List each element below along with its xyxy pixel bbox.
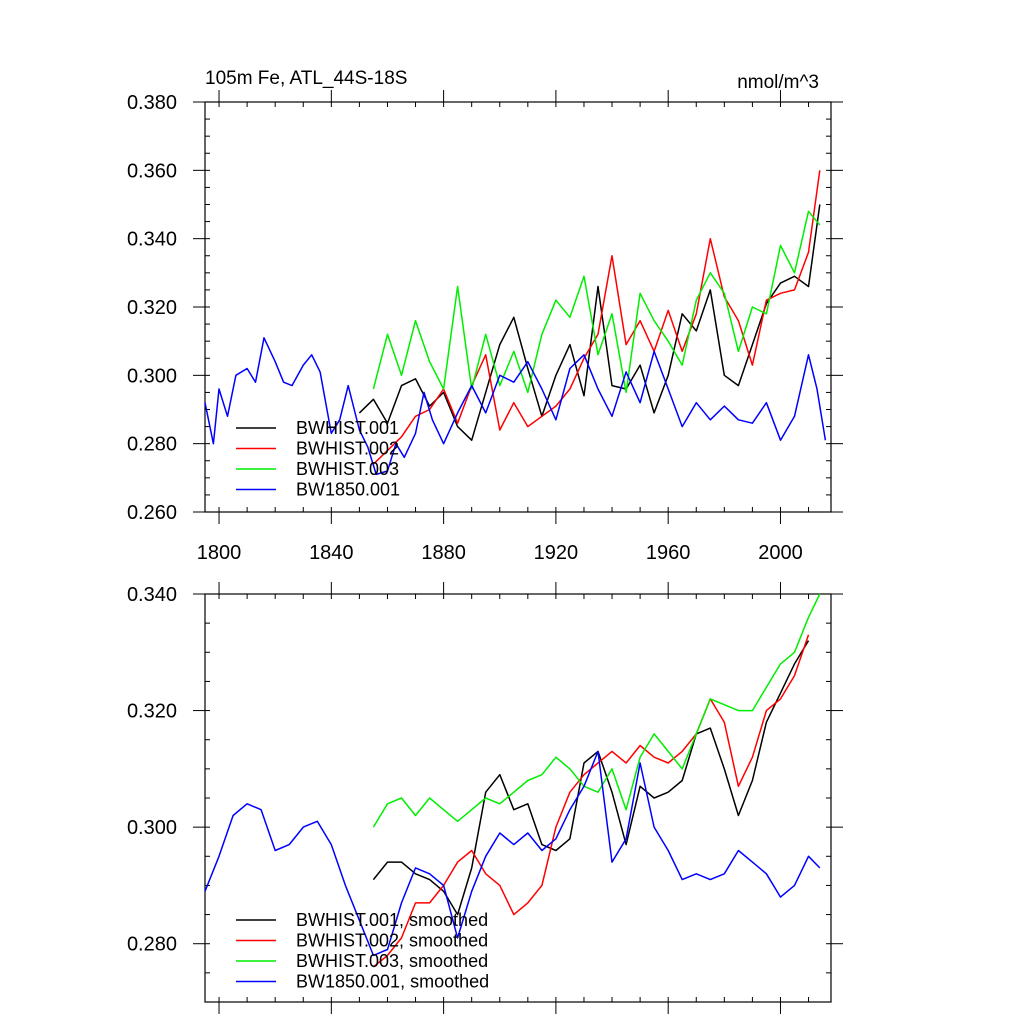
top-legend-label-3: BWHIST.003 (296, 459, 399, 479)
bottom-panel: 0.280 0.300 0.320 0.340 BWHIST.001, smoothe… (127, 582, 843, 1014)
top-series-line-2 (372, 170, 821, 465)
bottom-y-tick-label: 0.320 (127, 701, 177, 723)
bottom-legend-label-1: BWHIST.001, smoothed (296, 910, 488, 930)
bottom-legend-label-4: BW1850.001, smoothed (296, 972, 489, 992)
top-chart-title: 105m Fe, ATL_44S-18S (205, 68, 407, 89)
top-y-tick-label: 0.320 (127, 297, 177, 319)
bottom-series-line-3 (372, 593, 821, 828)
top-panel: 105m Fe, ATL_44S-18S nmol/m^3 1800 1840 18… (127, 68, 843, 564)
top-axes: 1800 1840 1880 1920 1960 2000 0.260 0.280 0.300 0… (127, 90, 843, 564)
top-x-tick-label: 1880 (421, 542, 466, 564)
bottom-y-tick-label: 0.300 (127, 817, 177, 839)
top-legend-label-1: BWHIST.001 (296, 418, 399, 438)
top-y-tick-label: 0.340 (127, 229, 177, 251)
bottom-legend-label-2: BWHIST.002, smoothed (296, 931, 488, 951)
top-y-tick-label: 0.360 (127, 160, 177, 182)
bottom-series-line-4 (204, 750, 821, 957)
top-x-tick-label: 1840 (309, 542, 354, 564)
top-x-tick-label: 1960 (646, 542, 691, 564)
bottom-y-tick-label: 0.340 (127, 584, 177, 606)
top-series-line-3 (372, 210, 821, 394)
bottom-axes: 0.280 0.300 0.320 0.340 (127, 582, 843, 1014)
top-x-tick-label: 2000 (758, 542, 803, 564)
top-series-line-4 (204, 337, 827, 476)
top-legend-label-4: BW1850.001 (296, 480, 400, 500)
top-chart-units: nmol/m^3 (737, 72, 819, 93)
top-x-tick-label: 1800 (197, 542, 242, 564)
top-y-tick-label: 0.300 (127, 365, 177, 387)
top-y-tick-label: 0.280 (127, 434, 177, 456)
top-y-tick-label: 0.380 (127, 92, 177, 114)
top-series-group (204, 170, 827, 476)
bottom-legend-label-3: BWHIST.003, smoothed (296, 951, 488, 971)
bottom-y-tick-label: 0.280 (127, 934, 177, 956)
top-legend-label-2: BWHIST.002 (296, 439, 399, 459)
top-x-tick-label: 1920 (534, 542, 579, 564)
bottom-series-group (204, 593, 821, 968)
top-y-tick-label: 0.260 (127, 502, 177, 524)
